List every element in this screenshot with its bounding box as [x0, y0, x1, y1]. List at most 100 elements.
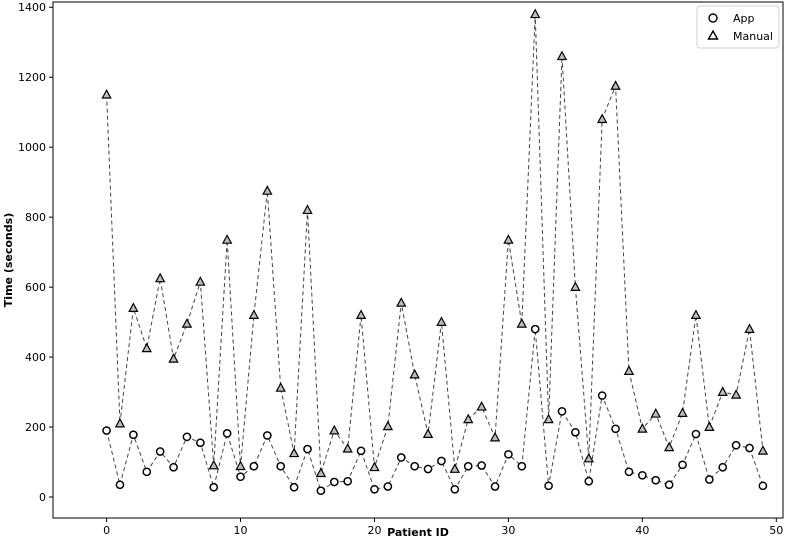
x-tick-label: 20	[367, 524, 381, 537]
point-manual	[275, 382, 286, 392]
point-app	[142, 467, 152, 477]
point-manual	[503, 234, 514, 244]
point-app	[745, 443, 754, 453]
series-app	[102, 324, 768, 496]
y-tick-label: 0	[39, 491, 46, 504]
point-app	[236, 472, 245, 482]
point-manual	[342, 442, 353, 453]
point-manual	[489, 431, 501, 442]
y-tick-label: 1200	[18, 71, 46, 84]
y-tick-label: 1000	[18, 141, 46, 154]
y-tick-label: 1400	[18, 1, 46, 14]
legend-label-app: App	[733, 12, 755, 25]
point-manual	[757, 445, 769, 455]
point-app	[249, 461, 259, 471]
point-app	[517, 461, 527, 471]
point-app	[182, 432, 192, 442]
point-manual	[704, 421, 715, 431]
x-tick-label: 0	[103, 524, 110, 537]
point-manual	[396, 297, 407, 307]
point-app	[477, 461, 486, 470]
point-manual	[637, 423, 648, 433]
point-app	[262, 431, 272, 440]
point-app	[437, 456, 446, 466]
point-app	[678, 460, 687, 470]
point-manual	[516, 318, 528, 328]
point-manual	[288, 447, 300, 458]
point-app	[571, 427, 580, 437]
y-tick-label: 200	[25, 421, 46, 434]
x-axis-label: Patient ID	[387, 526, 449, 539]
point-app	[490, 482, 500, 491]
point-manual	[583, 452, 594, 463]
point-app	[289, 482, 299, 492]
point-manual	[114, 417, 126, 428]
point-manual	[168, 353, 179, 363]
point-manual	[355, 309, 367, 319]
point-manual	[248, 309, 260, 319]
point-app	[557, 406, 567, 416]
point-app	[222, 428, 232, 438]
point-app	[329, 477, 339, 487]
point-manual	[195, 276, 206, 286]
point-app	[115, 480, 125, 490]
point-manual	[262, 185, 273, 195]
point-manual	[744, 323, 755, 333]
point-manual	[623, 365, 635, 375]
plot-frame	[52, 1, 784, 519]
point-app	[356, 446, 366, 456]
point-app	[396, 453, 406, 462]
point-manual	[369, 461, 380, 472]
point-manual	[596, 113, 608, 124]
point-manual	[315, 467, 327, 478]
x-tick-label: 10	[234, 524, 248, 537]
point-app	[209, 482, 219, 492]
point-app	[651, 475, 661, 485]
point-app	[383, 482, 393, 491]
point-app	[155, 447, 165, 456]
point-manual	[302, 204, 313, 215]
point-app	[463, 461, 473, 471]
point-manual	[208, 459, 219, 470]
point-app	[169, 462, 178, 472]
point-app	[664, 480, 674, 490]
point-app	[129, 430, 138, 440]
point-manual	[449, 463, 461, 473]
point-manual	[101, 88, 112, 99]
point-app	[638, 470, 647, 480]
point-manual	[570, 281, 581, 292]
series-line-manual	[106, 14, 764, 474]
point-app	[530, 324, 540, 334]
point-app	[704, 475, 714, 484]
legend-box	[696, 5, 780, 49]
point-manual	[690, 309, 702, 319]
point-app	[423, 464, 433, 474]
point-app	[691, 429, 701, 439]
point-manual	[543, 413, 554, 424]
x-tick-label: 30	[501, 524, 515, 537]
point-app	[102, 426, 111, 435]
point-manual	[221, 234, 233, 244]
point-manual	[610, 80, 621, 90]
point-manual	[329, 424, 340, 435]
point-app	[450, 484, 460, 494]
point-manual	[382, 420, 394, 431]
point-manual	[409, 368, 420, 379]
series-manual	[101, 8, 769, 478]
series-line-app	[106, 329, 764, 492]
point-manual	[677, 407, 688, 417]
point-app	[624, 467, 634, 477]
series-layer	[101, 8, 769, 496]
point-app	[731, 440, 741, 450]
point-app	[718, 462, 728, 472]
ticks: 0 10 20 30 40 50 0 200 400 600 800 1000 1200 1400	[18, 1, 783, 537]
point-app	[544, 481, 553, 491]
point-app	[316, 486, 326, 496]
point-app	[611, 424, 620, 434]
point-manual	[730, 389, 742, 399]
point-app	[584, 476, 594, 486]
legend-marker-manual	[707, 29, 719, 40]
point-manual	[141, 342, 152, 353]
point-app	[276, 461, 286, 471]
point-manual	[476, 400, 487, 411]
